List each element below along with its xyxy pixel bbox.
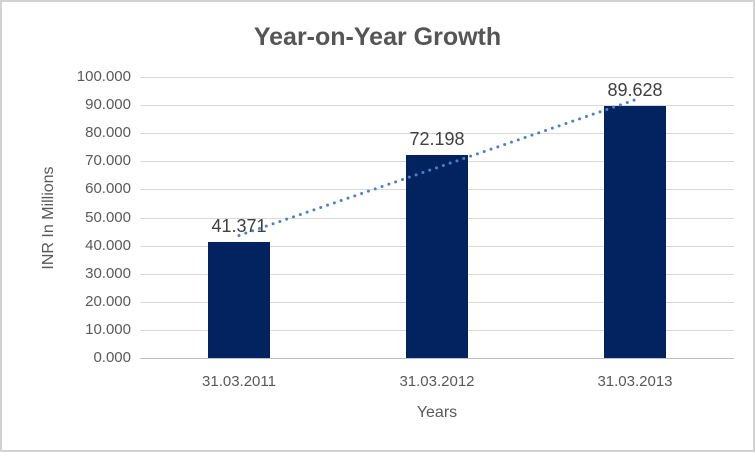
data-label: 41.371 (211, 215, 267, 236)
bar-31.03.2012 (406, 155, 468, 358)
bar-31.03.2011 (208, 241, 270, 358)
y-tick-label: 10.000 (85, 321, 131, 338)
gridline (140, 77, 734, 78)
chart-title: Year-on-Year Growth (253, 23, 502, 51)
y-tick-label: 100.000 (76, 68, 131, 85)
x-axis-line (140, 358, 734, 359)
y-tick-label: 40.000 (85, 237, 131, 254)
y-tick-label: 30.000 (85, 265, 131, 282)
x-tick-label: 31.03.2011 (202, 373, 276, 390)
bar-31.03.2013 (604, 106, 666, 358)
data-label: 89.628 (607, 80, 663, 101)
data-label: 72.198 (409, 129, 465, 150)
y-tick-label: 20.000 (85, 293, 131, 310)
x-tick-label: 31.03.2012 (399, 373, 475, 390)
y-tick-label: 50.000 (85, 209, 131, 226)
y-tick-label: 60.000 (85, 180, 131, 197)
y-tick-label: 80.000 (85, 124, 131, 141)
y-tick-label: 70.000 (85, 152, 131, 169)
x-tick-label: 31.03.2013 (597, 373, 673, 390)
y-tick-label: 90.000 (85, 96, 131, 113)
x-axis-title: Years (416, 404, 458, 421)
y-tick-label: 0.000 (93, 349, 131, 366)
